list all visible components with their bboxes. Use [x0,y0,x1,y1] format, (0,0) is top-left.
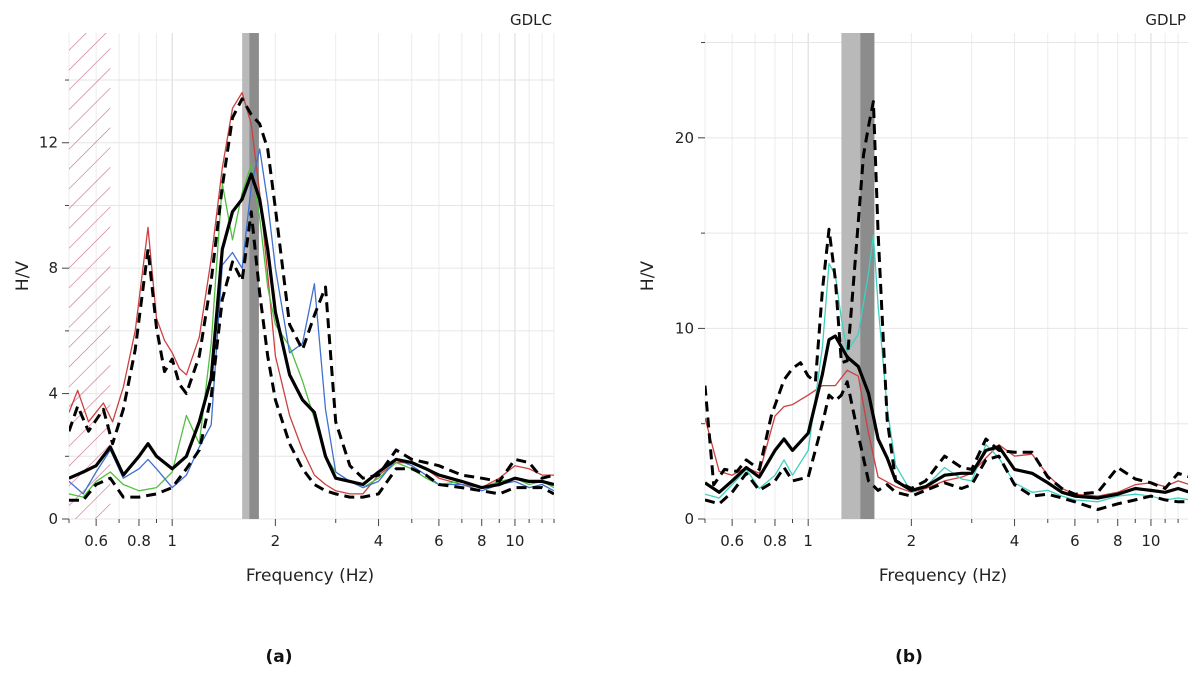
panel-b-grid [704,33,1188,520]
x-tick-label: 0.6 [720,532,744,550]
series-component [705,369,1188,497]
y-tick-label: 10 [675,319,694,337]
panel-b-peak-band [841,33,875,519]
panel-a-xticks: 0.6 0.8 1 2 4 6 8 10 [68,519,555,550]
x-tick-label: 0.8 [127,532,151,550]
panel-a-y-axis-title: H/V [13,261,33,292]
x-tick-label: 4 [1010,532,1020,550]
panel-b-yticks: 0 10 20 [675,42,705,528]
series-component [69,91,554,495]
panel-a-x-axis-title: Frequency (Hz) [246,566,374,586]
panel-a-peak-band [242,33,259,519]
panel-a-yticks: 0 4 8 12 [39,79,69,528]
x-tick-label: 1 [167,532,177,550]
panel-a-station-title: GDLC [510,11,552,29]
y-tick-label: 0 [684,510,694,528]
invalid-frequency-hatch [69,33,111,519]
y-tick-label: 12 [39,134,58,152]
y-tick-label: 20 [675,129,694,147]
x-tick-label: 10 [1141,532,1160,550]
panel-a-hatched-region [69,33,111,519]
x-tick-label: 6 [434,532,444,550]
panel-b-y-axis-title: H/V [638,261,658,292]
panel-a-grid [68,33,555,520]
x-tick-label: 10 [505,532,524,550]
series-average-plus-std [705,100,1188,496]
x-tick-label: 1 [803,532,813,550]
series-average [69,172,554,490]
series-average-minus-std [705,380,1188,511]
x-tick-label: 8 [1113,532,1123,550]
panel-a-series [69,91,554,502]
x-tick-label: 0.8 [763,532,787,550]
panel-a-caption: (a) [265,647,292,667]
panel-b-caption: (b) [895,647,923,667]
series-component [69,148,554,495]
x-tick-label: 2 [271,532,281,550]
panel-b-xticks: 0.6 0.8 1 2 4 6 8 10 [704,519,1179,550]
panel-b-station-title: GDLP [1145,11,1186,29]
series-average-minus-std [69,210,554,502]
x-tick-label: 6 [1070,532,1080,550]
panel-b-series [705,100,1188,511]
x-tick-label: 0.6 [84,532,108,550]
series-average [705,334,1188,500]
x-tick-label: 2 [907,532,917,550]
peak-band-inner [249,33,259,519]
series-average-plus-std [69,97,554,483]
panel-b-x-axis-title: Frequency (Hz) [879,566,1007,586]
y-tick-label: 0 [48,510,58,528]
series-component [705,234,1188,503]
y-tick-label: 4 [48,385,58,403]
x-tick-label: 8 [477,532,487,550]
y-tick-label: 8 [48,259,58,277]
x-tick-label: 4 [374,532,384,550]
